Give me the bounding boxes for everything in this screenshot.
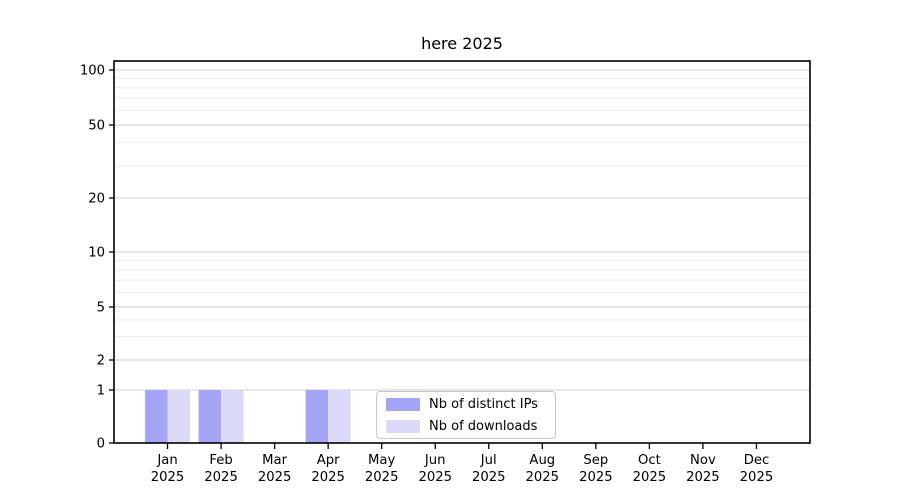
x-tick-label-month: Sep xyxy=(583,453,608,468)
x-tick-label-year: 2025 xyxy=(151,470,185,485)
x-tick-label-year: 2025 xyxy=(311,470,345,485)
x-tick-label-month: Jan xyxy=(156,453,177,468)
x-tick-label-month: Feb xyxy=(209,453,232,468)
bar-feb-series0 xyxy=(198,390,222,443)
bar-apr-series1 xyxy=(328,390,351,443)
x-tick-label-year: 2025 xyxy=(365,470,399,485)
x-tick-label-year: 2025 xyxy=(258,470,292,485)
x-tick-label-month: Apr xyxy=(317,453,340,468)
x-tick-label-year: 2025 xyxy=(526,470,560,485)
x-tick-label-month: Dec xyxy=(744,453,770,468)
legend-item-distinct-ips: Nb of distinct IPs xyxy=(386,396,555,412)
x-tick-label-year: 2025 xyxy=(418,470,452,485)
x-tick-label-month: Jul xyxy=(480,453,497,468)
x-tick-label-year: 2025 xyxy=(633,470,667,485)
x-tick-label-month: Jun xyxy=(424,453,446,468)
x-tick-label-month: Aug xyxy=(529,453,555,468)
x-tick-label-month: Nov xyxy=(690,453,716,468)
x-tick-label-year: 2025 xyxy=(472,470,506,485)
y-tick-label: 1 xyxy=(97,384,105,399)
y-tick-label: 2 xyxy=(97,354,105,369)
legend: Nb of distinct IPs Nb of downloads xyxy=(376,391,556,439)
x-tick-label-month: Oct xyxy=(638,453,661,468)
y-tick-label: 20 xyxy=(88,192,105,207)
legend-item-downloads: Nb of downloads xyxy=(386,418,555,434)
bar-jan-series0 xyxy=(145,390,168,443)
legend-label-distinct-ips: Nb of distinct IPs xyxy=(429,396,538,412)
y-tick-label: 0 xyxy=(97,437,105,452)
x-tick-label-month: Mar xyxy=(262,453,287,468)
x-tick-label-year: 2025 xyxy=(740,470,774,485)
bar-feb-series1 xyxy=(221,390,244,443)
bar-apr-series0 xyxy=(305,390,329,443)
y-tick-label: 5 xyxy=(97,301,105,316)
x-tick-label-year: 2025 xyxy=(686,470,720,485)
x-tick-label-year: 2025 xyxy=(204,470,238,485)
legend-swatch-distinct-ips-icon xyxy=(386,397,420,411)
legend-label-downloads: Nb of downloads xyxy=(429,418,538,434)
y-tick-label: 10 xyxy=(88,246,105,261)
x-tick-label-year: 2025 xyxy=(579,470,613,485)
y-tick-label: 100 xyxy=(80,64,105,79)
bar-jan-series1 xyxy=(167,390,191,443)
y-tick-label: 50 xyxy=(88,119,105,134)
chart-title: here 2025 xyxy=(421,34,503,53)
x-tick-label-month: May xyxy=(368,453,395,468)
legend-swatch-downloads-icon xyxy=(386,419,420,433)
